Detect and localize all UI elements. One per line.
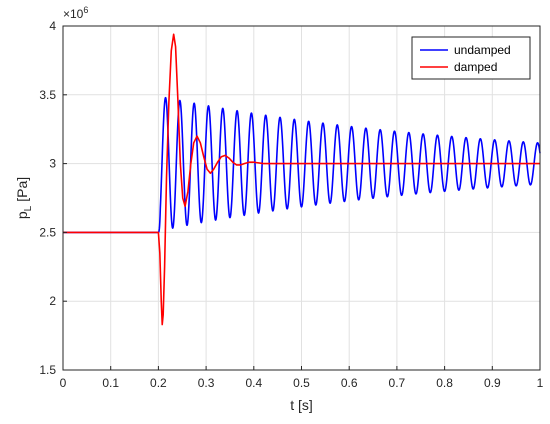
y-label-main: p: [14, 211, 30, 219]
legend: undamped damped: [411, 36, 531, 80]
y-label-subscript: L: [23, 205, 34, 211]
x-tick-label: 0.1: [102, 376, 119, 390]
y-tick-label: 3.5: [39, 88, 56, 102]
y-exponent-base: ×10: [63, 7, 84, 21]
x-axis-label: t [s]: [290, 397, 313, 413]
x-axis-ticks: 0 0.1 0.2 0.3 0.4 0.5 0.6 0.7 0.8 0.9 1: [60, 366, 544, 390]
x-tick-label: 0: [60, 376, 67, 390]
y-tick-label: 4: [49, 19, 56, 33]
x-tick-label: 0.8: [436, 376, 453, 390]
x-tick-label: 0.9: [484, 376, 501, 390]
x-tick-label: 0.5: [293, 376, 310, 390]
legend-box: [411, 36, 531, 80]
series-layer: [63, 33, 541, 326]
x-tick-label: 0.4: [245, 376, 262, 390]
x-tick-label: 1: [537, 376, 544, 390]
legend-label-undamped: undamped: [454, 43, 511, 57]
x-tick-label: 0.7: [389, 376, 406, 390]
y-axis-ticks: 1.5 2 2.5 3 3.5 4: [39, 19, 67, 377]
series-line-damped: [63, 33, 540, 326]
y-axis-exponent: ×106: [63, 5, 88, 21]
y-tick-label: 3: [49, 157, 56, 171]
x-tick-label: 0.6: [341, 376, 358, 390]
y-axis-label: pL [Pa]: [14, 177, 34, 219]
y-tick-label: 2: [49, 294, 56, 308]
x-tick-label: 0.2: [150, 376, 167, 390]
series-line-undamped: [63, 96, 541, 234]
x-tick-label: 0.3: [198, 376, 215, 390]
y-tick-label: 1.5: [39, 363, 56, 377]
legend-label-damped: damped: [454, 60, 497, 74]
y-exponent-power: 6: [83, 5, 88, 15]
y-label-unit: [Pa]: [14, 177, 30, 202]
y-tick-label: 2.5: [39, 225, 56, 239]
